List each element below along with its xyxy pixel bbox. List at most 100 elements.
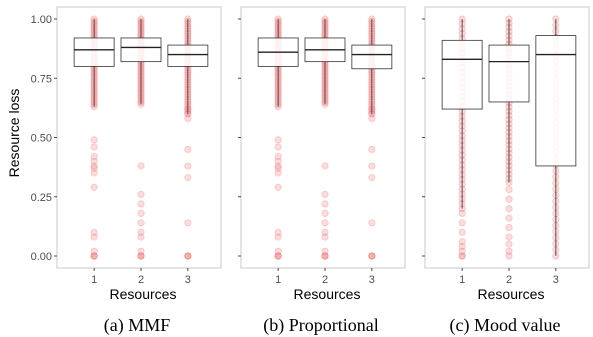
data-point (137, 228, 145, 236)
x-axis-title: Resources (294, 286, 361, 302)
box-iqr (488, 44, 530, 103)
x-tick-label: 1 (91, 274, 97, 286)
data-point (458, 243, 466, 251)
data-point (368, 252, 376, 260)
data-point (505, 233, 513, 241)
box-iqr (120, 37, 162, 63)
y-axis-title: Resource loss (6, 89, 22, 178)
data-point (458, 209, 466, 217)
data-point (274, 252, 282, 260)
data-point (505, 224, 513, 232)
data-point (458, 238, 466, 246)
data-point (90, 157, 98, 165)
panel-2: 1 2 3 Resources (b) Proportional (238, 6, 406, 336)
data-point (458, 228, 466, 236)
data-point (458, 219, 466, 227)
data-point (90, 169, 98, 177)
x-axis-title: Resources (110, 286, 177, 302)
data-point (90, 252, 98, 260)
data-point (137, 190, 145, 198)
box-iqr (73, 37, 115, 67)
x-tick-label: 2 (138, 274, 144, 286)
box-group-3 (535, 15, 577, 260)
data-point (90, 152, 98, 160)
panel-1: 0.00 0.25 0.50 0.75 1.00 1 2 3 Resources (a) MMF (31, 6, 222, 336)
box-iqr (351, 44, 393, 70)
data-point (368, 145, 376, 153)
data-point (321, 233, 329, 241)
data-point (368, 115, 376, 123)
box-group-3 (167, 15, 209, 260)
data-point (505, 240, 513, 248)
box-group-2 (304, 15, 346, 260)
data-point (274, 183, 282, 191)
data-point (274, 169, 282, 177)
data-point (90, 228, 98, 236)
data-point (137, 252, 145, 260)
x-tick-label: 3 (369, 274, 375, 286)
data-point (137, 162, 145, 170)
box-group-2 (488, 15, 530, 260)
panel-caption: (a) MMF (104, 315, 171, 336)
data-point (321, 228, 329, 236)
y-tick-label: 0.75 (31, 73, 52, 85)
data-point (321, 252, 329, 260)
data-point (137, 209, 145, 217)
data-point (505, 214, 513, 222)
data-point (90, 247, 98, 255)
box-iqr (441, 39, 483, 110)
data-point (321, 252, 329, 260)
data-point (368, 174, 376, 182)
data-point (321, 252, 329, 260)
data-point (274, 247, 282, 255)
data-point (274, 157, 282, 165)
data-point (274, 162, 282, 170)
data-point (184, 252, 192, 260)
box-group-3 (351, 15, 393, 260)
data-point (321, 209, 329, 217)
panel-caption: (c) Mood value (450, 315, 561, 336)
y-tick-label: 0.00 (31, 251, 52, 263)
data-point (90, 183, 98, 191)
data-point (184, 174, 192, 182)
data-point (274, 143, 282, 151)
data-point (90, 164, 98, 172)
data-point (137, 200, 145, 208)
data-point (184, 219, 192, 227)
data-point (90, 136, 98, 144)
data-point (90, 252, 98, 260)
x-tick-label: 1 (275, 274, 281, 286)
data-point (505, 205, 513, 213)
data-point (368, 219, 376, 227)
y-tick-label: 0.50 (31, 133, 52, 145)
data-point (505, 247, 513, 255)
data-point (90, 162, 98, 170)
data-point (137, 233, 145, 241)
data-point (458, 252, 466, 260)
data-point (321, 200, 329, 208)
data-point (321, 162, 329, 170)
data-point (458, 247, 466, 255)
data-point (368, 252, 376, 260)
box-group-1 (73, 15, 115, 260)
y-tick-label: 1.00 (31, 14, 52, 26)
box-group-1 (257, 15, 299, 260)
data-point (321, 190, 329, 198)
data-point (274, 252, 282, 260)
x-tick-label: 3 (553, 274, 559, 286)
x-tick-label: 2 (506, 274, 512, 286)
data-point (184, 252, 192, 260)
data-point (137, 252, 145, 260)
data-point (184, 145, 192, 153)
x-tick-label: 2 (322, 274, 328, 286)
data-point (90, 252, 98, 260)
data-point (505, 186, 513, 194)
y-tick-label: 0.25 (31, 192, 52, 204)
data-point (137, 252, 145, 260)
box-group-1 (441, 15, 483, 260)
data-point (368, 252, 376, 260)
data-point (458, 252, 466, 260)
x-tick-label: 1 (459, 274, 465, 286)
data-point (90, 233, 98, 241)
data-point (184, 252, 192, 260)
